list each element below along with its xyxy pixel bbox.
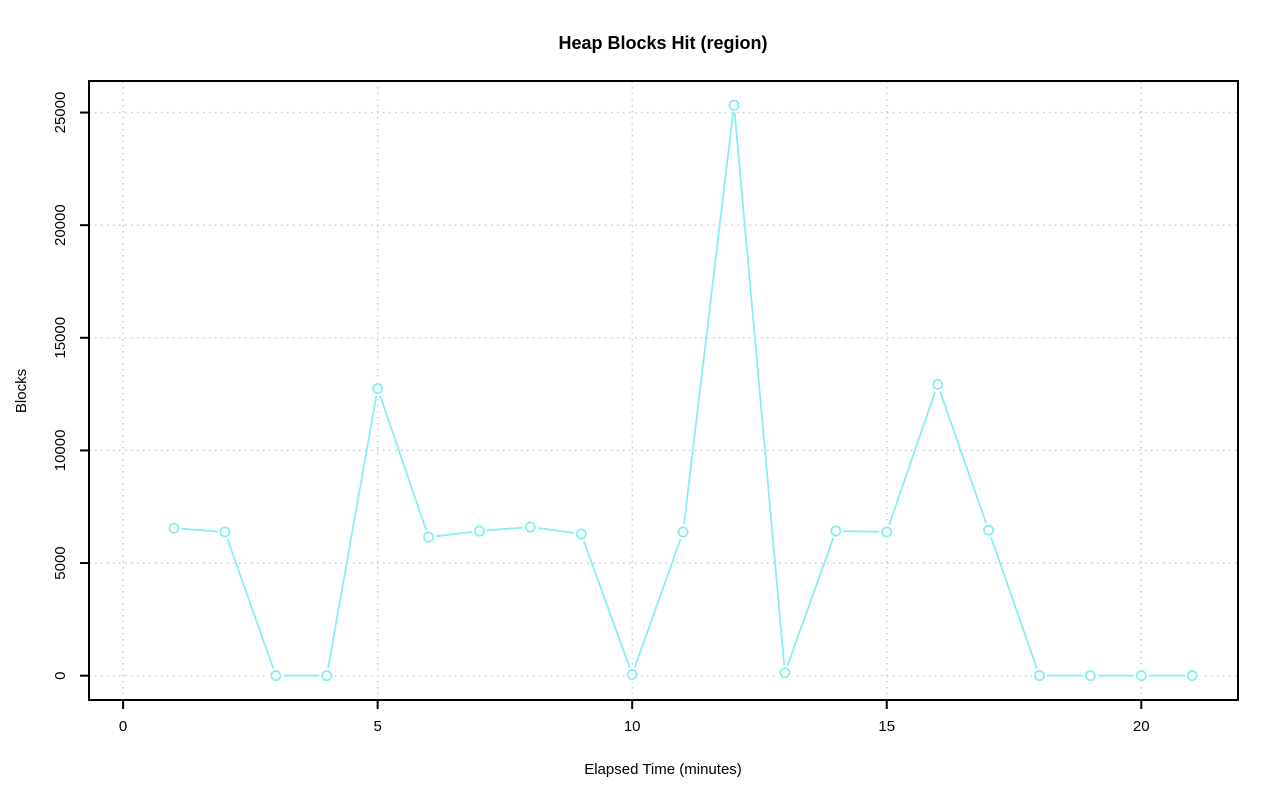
chart-title: Heap Blocks Hit (region) <box>558 33 767 53</box>
data-point-marker <box>983 524 995 536</box>
y-tick-label: 5000 <box>52 546 69 579</box>
x-tick-label: 20 <box>1133 718 1150 735</box>
y-tick-label: 20000 <box>52 204 69 246</box>
data-point-marker <box>219 526 231 538</box>
x-tick-label: 10 <box>624 718 641 735</box>
x-axis-label: Elapsed Time (minutes) <box>584 761 742 778</box>
data-point-marker <box>626 669 638 681</box>
data-point-marker <box>1135 670 1147 682</box>
data-point-marker <box>575 528 587 540</box>
x-tick-label: 5 <box>373 718 381 735</box>
data-point-marker <box>1033 670 1045 682</box>
data-series <box>166 97 1200 684</box>
y-tick-label: 15000 <box>52 317 69 359</box>
data-point-marker <box>677 526 689 538</box>
data-point-marker <box>881 526 893 538</box>
data-line <box>173 104 1193 678</box>
axis-ticks <box>80 111 1143 709</box>
axis-tick-labels: 0 5 10 15 20 0 5000 10000 15000 20000 25000 <box>52 92 1150 735</box>
data-point-marker <box>473 525 485 537</box>
data-point-marker <box>779 667 791 679</box>
data-point-marker <box>423 531 435 543</box>
data-point-marker <box>524 521 536 533</box>
data-point-marker <box>168 522 180 534</box>
data-point-marker <box>372 382 384 394</box>
gridlines <box>89 81 1238 700</box>
data-point-marker <box>932 378 944 390</box>
x-tick-label: 15 <box>878 718 895 735</box>
data-point-marker <box>1186 670 1198 682</box>
y-tick-label: 25000 <box>52 92 69 134</box>
plot-border <box>88 80 1239 701</box>
y-axis-label: Blocks <box>13 369 30 413</box>
data-point-marker <box>728 99 740 111</box>
y-tick-label: 0 <box>52 672 69 680</box>
data-point-marker <box>270 670 282 682</box>
y-tick-label: 10000 <box>52 430 69 472</box>
data-point-marker <box>1084 670 1096 682</box>
data-point-marker <box>830 525 842 537</box>
data-point-marker <box>321 670 333 682</box>
x-tick-label: 0 <box>119 718 127 735</box>
